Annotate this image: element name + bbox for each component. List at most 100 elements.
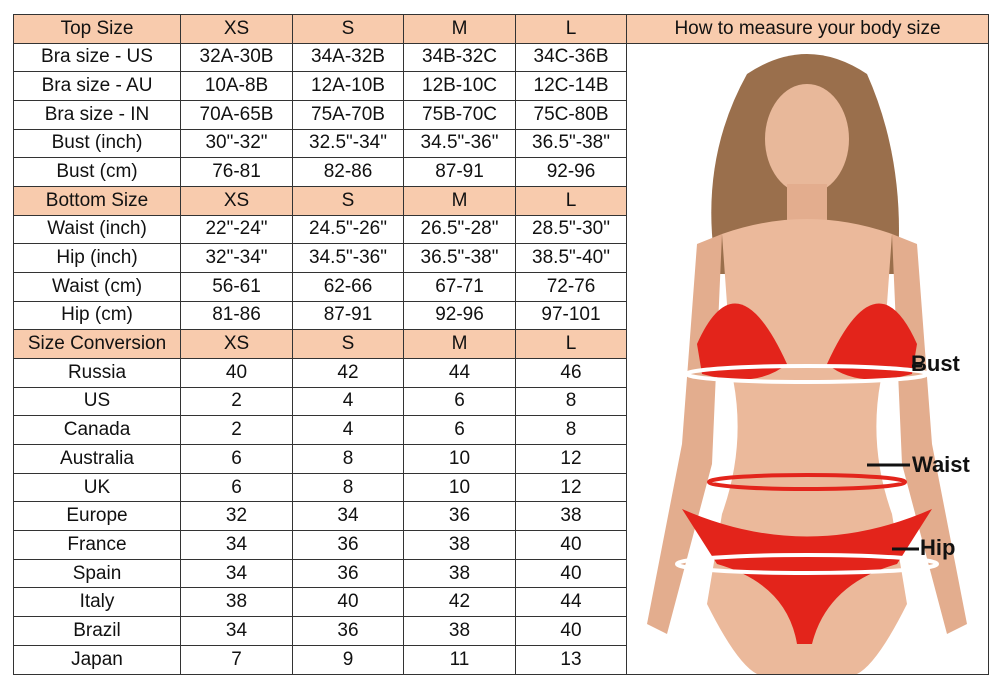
- row-label: Canada: [13, 415, 181, 445]
- row-label: France: [13, 530, 181, 560]
- table-cell: 34: [180, 530, 293, 560]
- size-table: Top Size XS S M L How to measure your body si…: [13, 14, 989, 675]
- table-row: Brazil 34 36 38 40: [13, 616, 989, 646]
- row-label: Waist (inch): [13, 214, 181, 245]
- table-cell: 12: [515, 444, 627, 474]
- header-row: Bottom Size XS S M L: [13, 185, 989, 216]
- table-cell: 75C-80B: [515, 99, 627, 130]
- table-row: Hip (cm) 81-86 87-91 92-96 97-101: [13, 300, 989, 331]
- table-cell: 56-61: [180, 271, 293, 302]
- size-header: XS: [180, 329, 293, 359]
- row-label: Australia: [13, 444, 181, 474]
- row-label: Bra size - US: [13, 42, 181, 73]
- table-cell: 46: [515, 357, 627, 388]
- table-cell: 38: [403, 530, 516, 560]
- table-cell: 36: [292, 558, 404, 589]
- table-cell: 40: [180, 357, 293, 388]
- header-row: Size Conversion XS S M L: [13, 329, 989, 359]
- table-cell: 38: [403, 558, 516, 589]
- size-header: XS: [180, 14, 293, 44]
- table-row: Bra size - US 32A-30B 34A-32B 34B-32C 34C-36…: [13, 42, 989, 675]
- table-row: Australia 6 8 10 12: [13, 444, 989, 474]
- table-cell: 40: [515, 616, 627, 646]
- row-label: Hip (inch): [13, 243, 181, 273]
- table-row: Bust (cm) 76-81 82-86 87-91 92-96: [13, 157, 989, 187]
- table-cell: 12B-10C: [403, 71, 516, 101]
- table-cell: 11: [403, 644, 516, 675]
- table-row: Spain 34 36 38 40: [13, 558, 989, 589]
- table-cell: 8: [292, 472, 404, 503]
- table-cell: 34.5"-36": [292, 243, 404, 273]
- table-cell: 10: [403, 444, 516, 474]
- size-header: L: [515, 14, 627, 44]
- table-cell: 67-71: [403, 271, 516, 302]
- table-cell: 87-91: [403, 157, 516, 187]
- table-cell: 30"-32": [180, 128, 293, 159]
- table-row: Bra size - IN 70A-65B 75A-70B 75B-70C 75C-80…: [13, 99, 989, 130]
- model-illustration: [647, 53, 967, 674]
- table-row: Japan 7 9 11 13: [13, 644, 989, 675]
- table-cell: 6: [180, 472, 293, 503]
- table-cell: 7: [180, 644, 293, 675]
- table-cell: 42: [403, 587, 516, 618]
- table-cell: 40: [515, 530, 627, 560]
- row-label: Russia: [13, 357, 181, 388]
- table-cell: 32.5"-34": [292, 128, 404, 159]
- row-label: Europe: [13, 501, 181, 532]
- table-cell: 32: [180, 501, 293, 532]
- table-cell: 32A-30B: [180, 42, 293, 73]
- row-label: US: [13, 386, 181, 417]
- row-label: Hip (cm): [13, 300, 181, 331]
- table-cell: 82-86: [292, 157, 404, 187]
- size-header: M: [403, 185, 516, 216]
- table-cell: 8: [292, 444, 404, 474]
- size-header: L: [515, 329, 627, 359]
- table-cell: 32"-34": [180, 243, 293, 273]
- table-cell: 28.5"-30": [515, 214, 627, 245]
- table-cell: 6: [180, 444, 293, 474]
- table-row: Italy 38 40 42 44: [13, 587, 989, 618]
- table-cell: 36: [403, 501, 516, 532]
- table-cell: 92-96: [403, 300, 516, 331]
- table-cell: 34C-36B: [515, 42, 627, 73]
- section-header: Top Size: [13, 14, 181, 44]
- table-cell: 12C-14B: [515, 71, 627, 101]
- table-cell: 36: [292, 530, 404, 560]
- table-cell: 6: [403, 386, 516, 417]
- header-row: Top Size XS S M L How to measure your body si…: [13, 14, 989, 44]
- table-cell: 34B-32C: [403, 42, 516, 73]
- table-cell: 38: [180, 587, 293, 618]
- waist-label: Waist: [912, 451, 970, 477]
- table-row: France 34 36 38 40: [13, 530, 989, 560]
- table-cell: 75A-70B: [292, 99, 404, 130]
- table-cell: 34A-32B: [292, 42, 404, 73]
- section-header: Bottom Size: [13, 185, 181, 216]
- table-cell: 6: [403, 415, 516, 445]
- bust-arrow-icon: [685, 363, 929, 384]
- table-cell: 40: [292, 587, 404, 618]
- table-cell: 62-66: [292, 271, 404, 302]
- waist-arrow-icon: [707, 472, 907, 491]
- hip-arrow-icon: [675, 552, 939, 575]
- table-cell: 22"-24": [180, 214, 293, 245]
- size-header: S: [292, 329, 404, 359]
- table-row: UK 6 8 10 12: [13, 472, 989, 503]
- size-header: M: [403, 329, 516, 359]
- row-label: Japan: [13, 644, 181, 675]
- table-cell: 10A-8B: [180, 71, 293, 101]
- size-header: L: [515, 185, 627, 216]
- body-measurement-photo: Bust Waist Hip: [628, 44, 988, 674]
- table-cell: 10: [403, 472, 516, 503]
- row-label: Brazil: [13, 616, 181, 646]
- row-label: Bra size - AU: [13, 71, 181, 101]
- table-row: Waist (inch) 22"-24" 24.5"-26" 26.5"-28" 28.…: [13, 214, 989, 245]
- table-row: Russia 40 42 44 46: [13, 357, 989, 388]
- table-cell: 12A-10B: [292, 71, 404, 101]
- row-label: Bra size - IN: [13, 99, 181, 130]
- table-cell: 70A-65B: [180, 99, 293, 130]
- table-cell: 36.5"-38": [403, 243, 516, 273]
- row-label: Bust (inch): [13, 128, 181, 159]
- table-cell: 2: [180, 386, 293, 417]
- size-chart: Top Size XS S M L How to measure your body si…: [13, 14, 989, 675]
- table-cell: 34.5"-36": [403, 128, 516, 159]
